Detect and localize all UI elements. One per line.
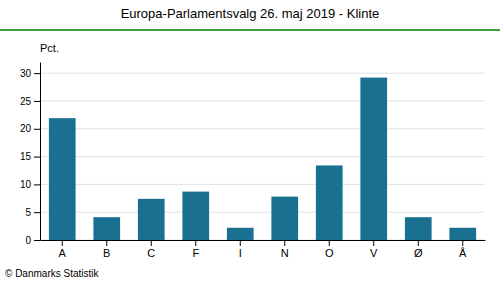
- tick-label: O: [325, 247, 334, 259]
- tick-mark: [34, 184, 40, 185]
- chart: Europa-Parlamentsvalg 26. maj 2019 - Kli…: [0, 0, 500, 282]
- grid-line: [40, 73, 485, 74]
- y-label: Pct.: [40, 42, 59, 54]
- tick: 20: [20, 123, 40, 134]
- tick-mark: [151, 240, 152, 246]
- tick-label: 20: [20, 123, 32, 134]
- tick-label: Ø: [414, 247, 423, 259]
- tick-label: 15: [20, 151, 32, 162]
- tick-label: F: [192, 247, 199, 259]
- tick: I: [239, 240, 242, 259]
- tick-label: 5: [25, 207, 31, 218]
- tick: 0: [25, 235, 40, 246]
- tick: O: [325, 240, 334, 259]
- tick-mark: [34, 73, 40, 74]
- tick: 25: [20, 96, 40, 107]
- tick: V: [370, 240, 378, 259]
- tick-label: 10: [20, 179, 32, 190]
- grid-line: [40, 128, 485, 129]
- bar: [49, 118, 76, 240]
- tick: 30: [20, 68, 40, 79]
- tick-mark: [34, 212, 40, 213]
- bar: [182, 192, 209, 240]
- tick-mark: [240, 240, 241, 246]
- tick-mark: [106, 240, 107, 246]
- tick-label: Å: [459, 247, 467, 259]
- grid-line: [40, 156, 485, 157]
- tick-mark: [329, 240, 330, 246]
- tick-mark: [418, 240, 419, 246]
- tick-mark: [34, 240, 40, 241]
- tick-mark: [195, 240, 196, 246]
- tick-label: V: [370, 247, 378, 259]
- bar: [405, 217, 432, 240]
- plot-area: 0 5 10 15 20 25 30 A B C F I N O V Ø Å: [20, 63, 486, 259]
- tick-mark: [34, 129, 40, 130]
- tick-label: 0: [25, 235, 31, 246]
- tick-mark: [373, 240, 374, 246]
- y-axis: 0 5 10 15 20 25 30: [20, 63, 41, 246]
- tick-label: 25: [20, 96, 32, 107]
- bar: [93, 217, 120, 240]
- tick-mark: [462, 240, 463, 246]
- bar: [449, 228, 476, 240]
- bar: [360, 78, 387, 240]
- tick: B: [103, 240, 110, 259]
- tick-label: 30: [20, 68, 32, 79]
- tick: 5: [25, 207, 40, 218]
- tick: N: [281, 240, 289, 259]
- tick-label: C: [147, 247, 155, 259]
- tick-label: A: [59, 247, 67, 259]
- bar: [138, 199, 165, 240]
- tick-label: I: [239, 247, 242, 259]
- bar: [271, 197, 298, 240]
- grid: [40, 73, 485, 240]
- title: Europa-Parlamentsvalg 26. maj 2019 - Kli…: [121, 6, 380, 21]
- tick-mark: [34, 157, 40, 158]
- tick-mark: [62, 240, 63, 246]
- bars: [49, 78, 476, 240]
- bar: [227, 228, 254, 240]
- tick: C: [147, 240, 155, 259]
- tick: A: [59, 240, 67, 259]
- grid-line: [40, 184, 485, 185]
- footer: © Danmarks Statistik: [5, 268, 100, 279]
- tick-mark: [34, 101, 40, 102]
- x-axis: ABCFINOVØÅ: [41, 240, 486, 259]
- grid-line: [40, 100, 485, 101]
- tick: 10: [20, 179, 40, 190]
- tick-label: B: [103, 247, 110, 259]
- tick-label: N: [281, 247, 289, 259]
- bar: [316, 165, 343, 240]
- title-rule: [0, 29, 500, 31]
- axis-line: [40, 63, 41, 241]
- tick-mark: [284, 240, 285, 246]
- grid-line: [40, 212, 485, 213]
- tick: Å: [459, 240, 467, 259]
- tick: 15: [20, 151, 40, 162]
- tick: F: [192, 240, 199, 259]
- tick: Ø: [414, 240, 423, 259]
